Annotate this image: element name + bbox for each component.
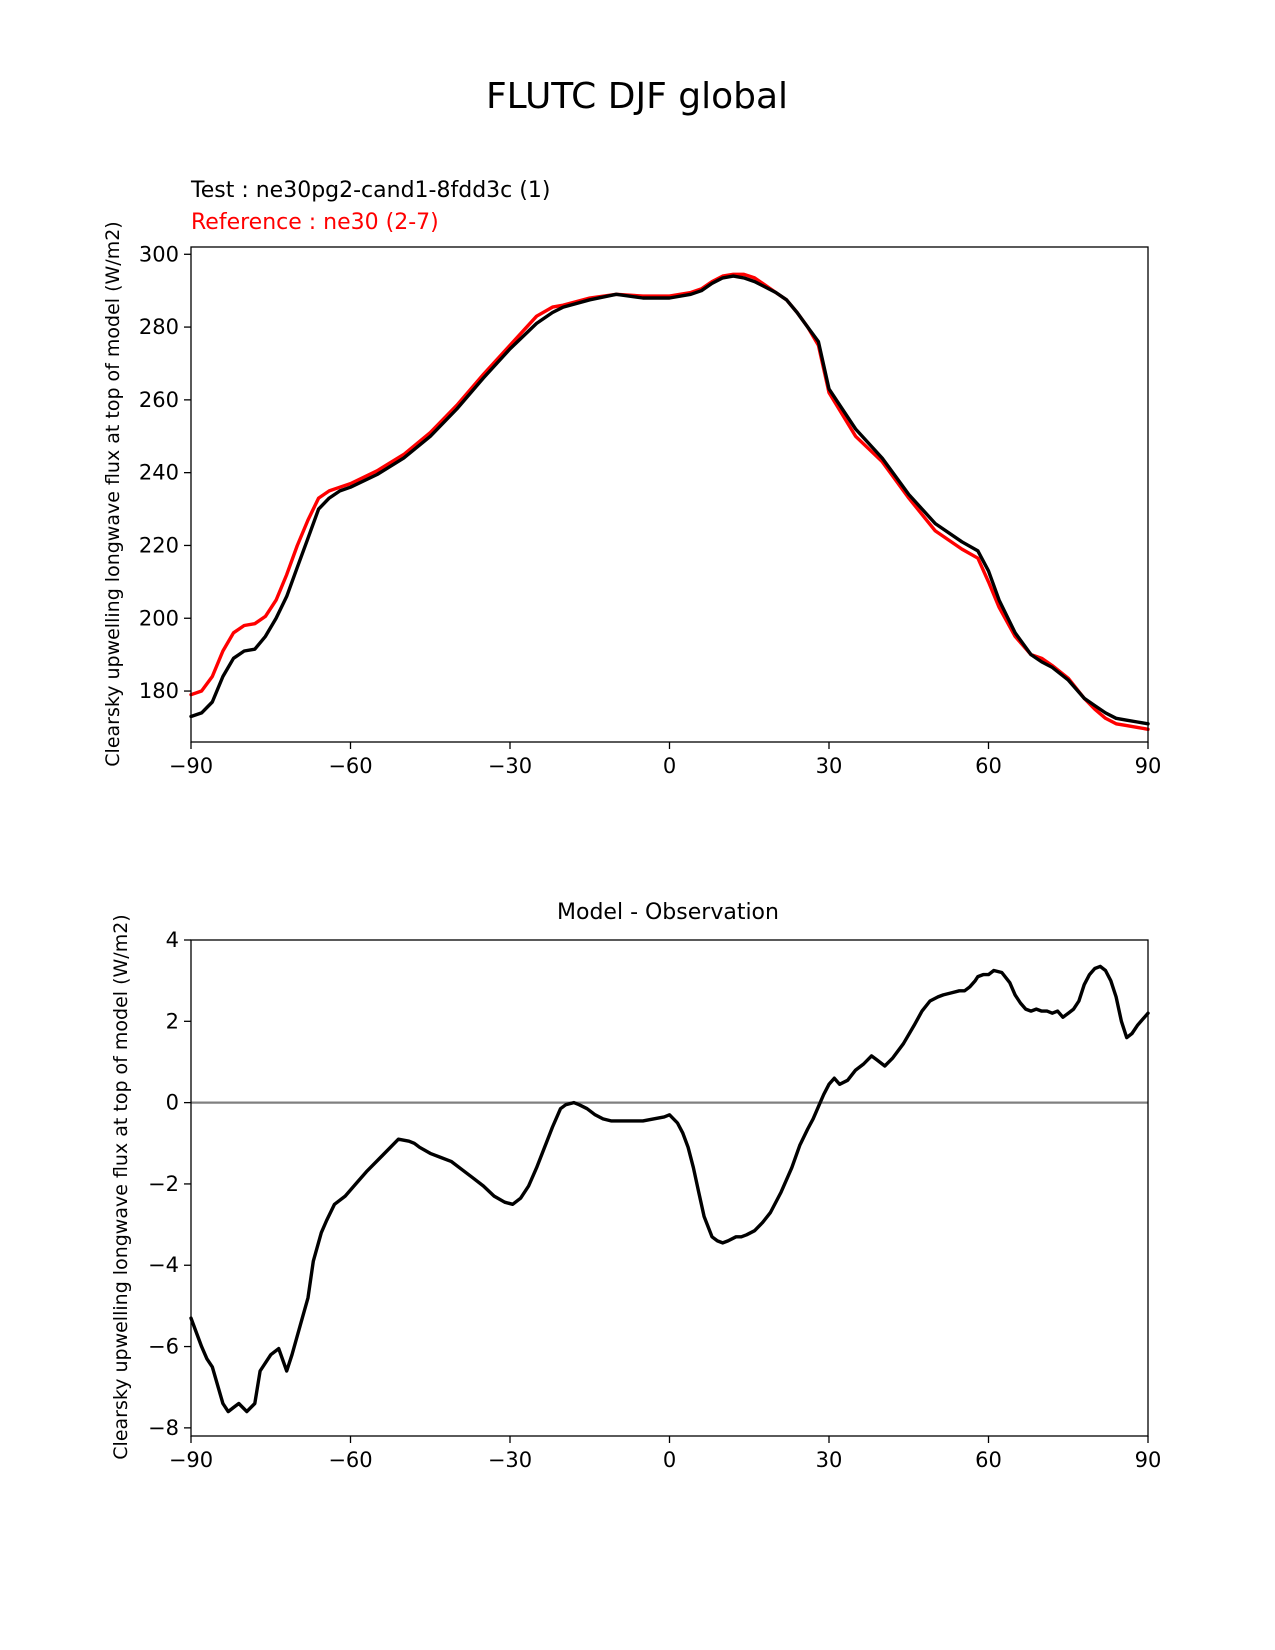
- y-tick-label: −2: [148, 1172, 179, 1196]
- y-tick-label: 4: [166, 928, 179, 952]
- x-tick-label: 60: [975, 1448, 1002, 1472]
- x-tick-label: −30: [488, 1448, 532, 1472]
- x-tick-label: 30: [816, 1448, 843, 1472]
- x-tick-label: 60: [975, 754, 1002, 778]
- figure-title: FLUTC DJF global: [486, 76, 788, 117]
- x-tick-label: 0: [663, 1448, 676, 1472]
- x-tick-label: −30: [488, 754, 532, 778]
- top-panel: Test : ne30pg2-cand1-8fdd3c (1) Referenc…: [102, 178, 1161, 778]
- y-tick-label: 200: [139, 606, 179, 630]
- bottom-panel-plot-area: −90 −60 −30 0 30 60 90 −8 −6 −4 −2 0 2 4: [148, 928, 1161, 1472]
- x-tick-label: −90: [169, 754, 213, 778]
- x-tick-label: −60: [328, 754, 372, 778]
- x-tick-label: −90: [169, 1448, 213, 1472]
- bottom-panel-y-axis-label: Clearsky upwelling longwave flux at top …: [110, 914, 132, 1459]
- y-tick-label: 2: [166, 1009, 179, 1033]
- top-panel-y-axis-label: Clearsky upwelling longwave flux at top …: [102, 221, 124, 766]
- y-tick-label: 260: [139, 388, 179, 412]
- bottom-panel: Model - Observation Clearsky upwelling l…: [110, 900, 1161, 1472]
- x-tick-label: 30: [816, 754, 843, 778]
- y-tick-label: −4: [148, 1253, 179, 1277]
- y-tick-label: 280: [139, 315, 179, 339]
- y-tick-label: 180: [139, 679, 179, 703]
- y-tick-label: 0: [166, 1091, 179, 1115]
- top-panel-plot-area: −90 −60 −30 0 30 60 90 180 200 220 240 260 280 300: [139, 242, 1161, 778]
- y-tick-label: −8: [148, 1416, 179, 1440]
- series-line-test-difference: [189, 964, 1150, 1414]
- y-tick-label: −6: [148, 1335, 179, 1359]
- bottom-panel-title: Model - Observation: [557, 900, 779, 925]
- x-tick-label: 90: [1135, 754, 1162, 778]
- y-tick-label: 220: [139, 533, 179, 557]
- legend-test-label: Test : ne30pg2-cand1-8fdd3c (1): [190, 178, 550, 203]
- series-line-test: [189, 274, 1150, 726]
- x-tick-label: −60: [328, 1448, 372, 1472]
- y-tick-label: 240: [139, 461, 179, 485]
- x-tick-label: 0: [663, 754, 676, 778]
- legend-reference-label: Reference : ne30 (2-7): [191, 210, 439, 235]
- x-tick-label: 90: [1135, 1448, 1162, 1472]
- y-tick-label: 300: [139, 242, 179, 266]
